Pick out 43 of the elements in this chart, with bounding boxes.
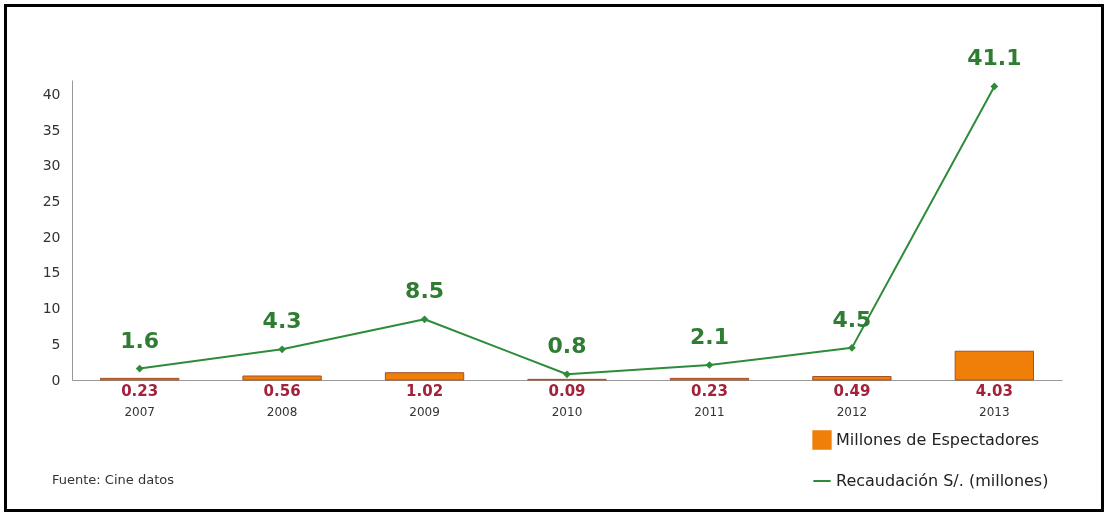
x-tick-label: 2012 bbox=[836, 404, 868, 419]
y-tick-label: 30 bbox=[42, 157, 61, 174]
bar bbox=[384, 372, 465, 381]
data-label: 0.56 bbox=[263, 382, 301, 400]
data-label: 1.02 bbox=[406, 382, 444, 400]
data-label: 2.1 bbox=[689, 324, 729, 349]
legend-label: Millones de Espectadores bbox=[836, 430, 1040, 449]
y-tick-label: 15 bbox=[42, 264, 61, 281]
x-tick-label: 2008 bbox=[266, 404, 298, 419]
data-label: 0.23 bbox=[121, 382, 159, 400]
y-tick-label: 10 bbox=[42, 300, 61, 317]
point bbox=[420, 315, 429, 324]
data-label: 0.8 bbox=[547, 333, 587, 359]
bar bbox=[242, 375, 322, 381]
data-label: 0.23 bbox=[690, 382, 728, 400]
data-label: 4.03 bbox=[975, 382, 1013, 400]
x-tick-label: 2011 bbox=[694, 404, 725, 419]
x-tick-label: 2013 bbox=[979, 404, 1010, 419]
y-tick-label: 20 bbox=[42, 228, 61, 245]
point bbox=[135, 364, 144, 373]
y-tick-label: 0 bbox=[51, 371, 61, 388]
data-label: 0.49 bbox=[833, 382, 871, 400]
bar bbox=[812, 376, 892, 381]
x-tick-label: 2009 bbox=[409, 404, 440, 419]
bar bbox=[954, 350, 1035, 381]
y-tick-label: 5 bbox=[51, 335, 61, 352]
y-tick-label: 35 bbox=[42, 121, 61, 138]
y-tick-label: 40 bbox=[42, 85, 61, 102]
point bbox=[848, 343, 856, 352]
y-tick-label: 25 bbox=[42, 192, 61, 209]
point bbox=[278, 345, 286, 354]
legend-label: Recaudación S/. (millones) bbox=[836, 471, 1049, 490]
point bbox=[705, 361, 714, 369]
data-label: 41.1 bbox=[967, 45, 1022, 71]
source-note: Fuente: Cine datos bbox=[52, 472, 175, 487]
point bbox=[563, 370, 571, 379]
data-label: 0.09 bbox=[548, 382, 586, 400]
x-tick-label: 2010 bbox=[551, 404, 583, 419]
x-tick-label: 2007 bbox=[124, 404, 155, 419]
data-label: 8.5 bbox=[405, 278, 445, 304]
point bbox=[990, 82, 999, 91]
data-label: 1.6 bbox=[120, 327, 160, 353]
data-label: 4.3 bbox=[262, 308, 302, 334]
